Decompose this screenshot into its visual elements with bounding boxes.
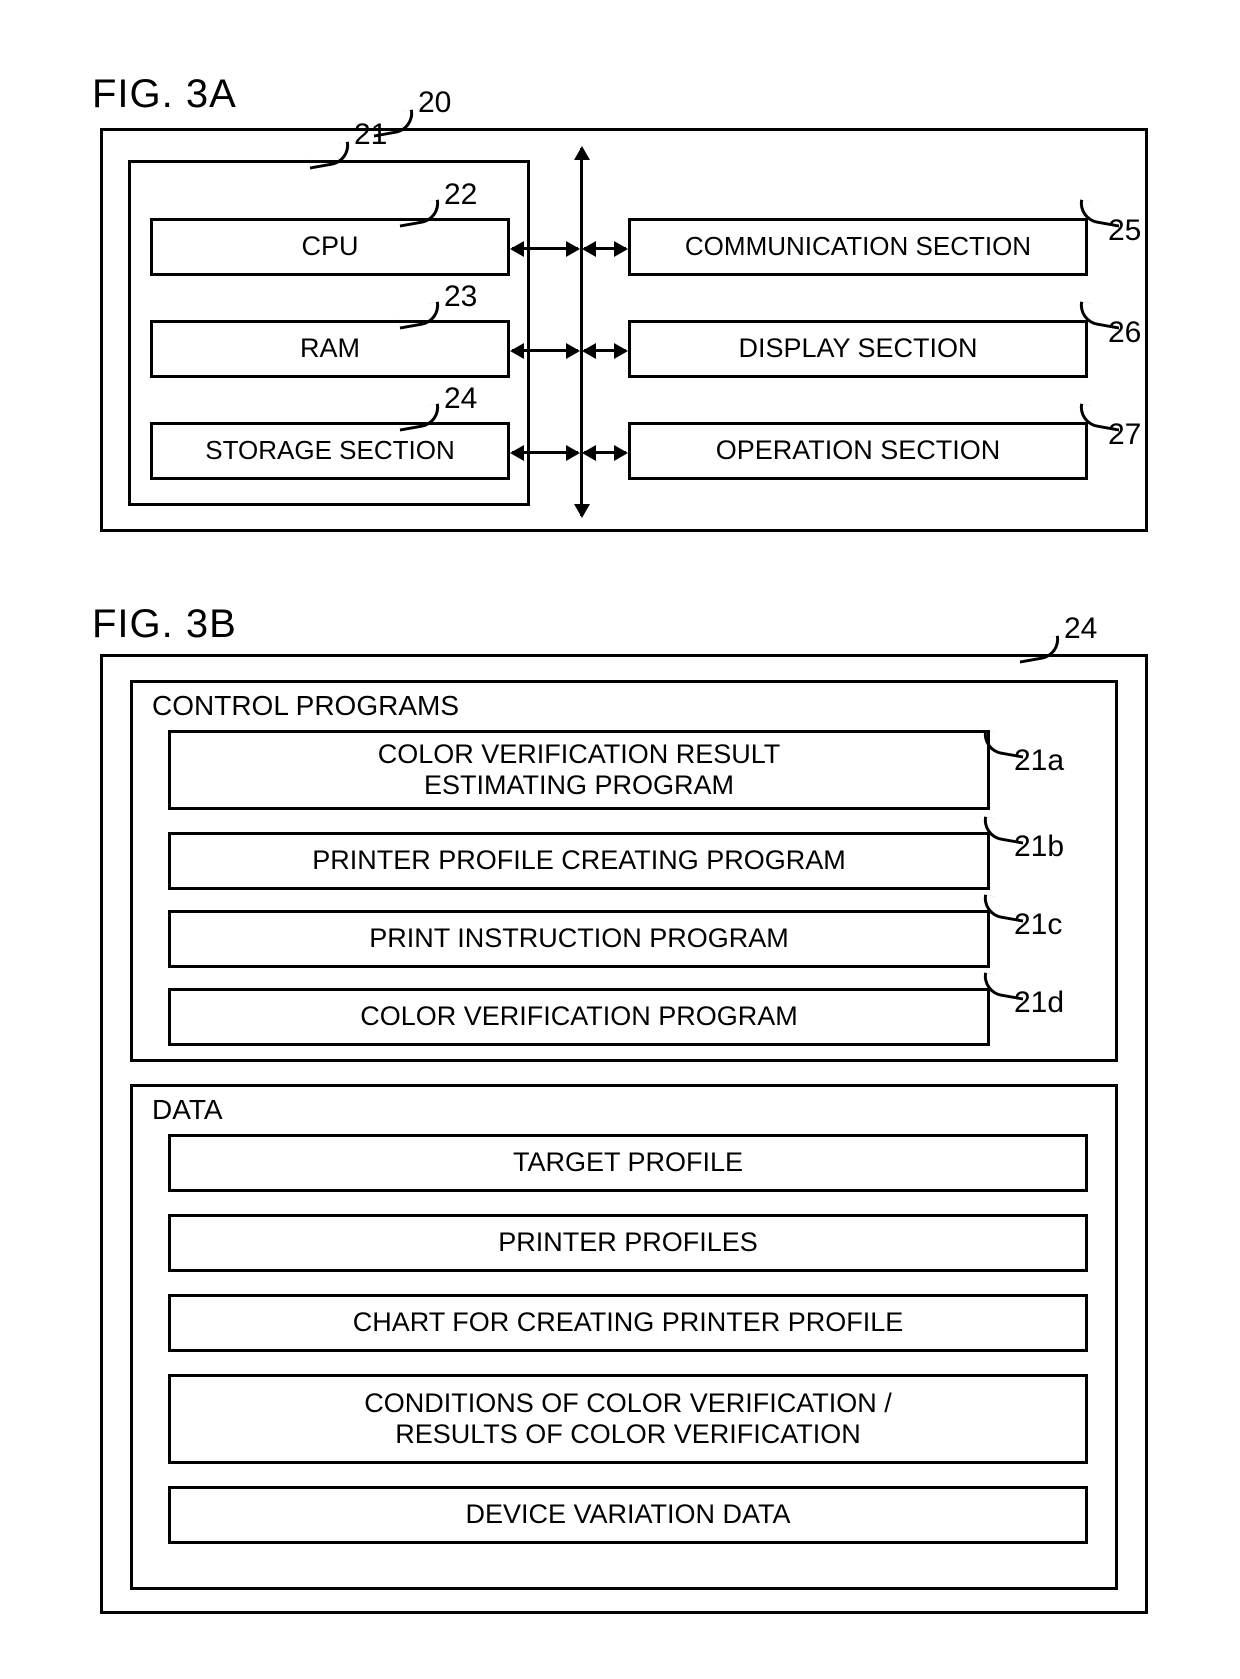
block-ram: RAM [150,320,510,378]
item-21d: COLOR VERIFICATION PROGRAM [168,988,990,1046]
ref-21b: 21b [1014,830,1064,864]
data-item-conditions-label: CONDITIONS OF COLOR VERIFICATION / RESUL… [364,1388,892,1450]
block-storage: STORAGE SECTION [150,422,510,480]
ref-26: 26 [1108,316,1141,350]
ref-20: 20 [418,86,451,120]
data-item-conditions: CONDITIONS OF COLOR VERIFICATION / RESUL… [168,1374,1088,1464]
item-21c: PRINT INSTRUCTION PROGRAM [168,910,990,968]
conn-row2-right [584,349,626,352]
ref-24b: 24 [1064,612,1097,646]
conn-row1-left [512,247,578,250]
item-21a-label: COLOR VERIFICATION RESULT ESTIMATING PRO… [378,739,781,801]
data-item-device-variation-label: DEVICE VARIATION DATA [465,1499,790,1530]
block-display: DISPLAY SECTION [628,320,1088,378]
block-communication: COMMUNICATION SECTION [628,218,1088,276]
ref-21: 21 [354,118,387,152]
ref-21d: 21d [1014,986,1064,1020]
ref-21c: 21c [1014,908,1062,942]
item-21b-label: PRINTER PROFILE CREATING PROGRAM [312,845,846,876]
ref-27: 27 [1108,418,1141,452]
fig-3b-title: FIG. 3B [92,602,237,647]
data-item-target-profile: TARGET PROFILE [168,1134,1088,1192]
ref-22: 22 [444,178,477,212]
data-item-printer-profiles-label: PRINTER PROFILES [498,1227,758,1258]
block-display-label: DISPLAY SECTION [738,333,977,364]
item-21c-label: PRINT INSTRUCTION PROGRAM [369,923,789,954]
ref-21a: 21a [1014,744,1064,778]
ref-24: 24 [444,382,477,416]
data-item-chart: CHART FOR CREATING PRINTER PROFILE [168,1294,1088,1352]
fig-3a-title: FIG. 3A [92,72,237,117]
block-operation: OPERATION SECTION [628,422,1088,480]
conn-row1-right [584,247,626,250]
conn-row2-left [512,349,578,352]
block-cpu: CPU [150,218,510,276]
item-21d-label: COLOR VERIFICATION PROGRAM [360,1001,798,1032]
conn-row3-right [584,451,626,454]
item-21b: PRINTER PROFILE CREATING PROGRAM [168,832,990,890]
item-21a: COLOR VERIFICATION RESULT ESTIMATING PRO… [168,730,990,810]
data-item-device-variation: DEVICE VARIATION DATA [168,1486,1088,1544]
control-programs-title: CONTROL PROGRAMS [152,690,459,722]
block-operation-label: OPERATION SECTION [716,435,1001,466]
data-item-printer-profiles: PRINTER PROFILES [168,1214,1088,1272]
block-storage-label: STORAGE SECTION [205,436,454,466]
ref-23: 23 [444,280,477,314]
data-item-target-profile-label: TARGET PROFILE [513,1147,743,1178]
block-ram-label: RAM [300,333,360,364]
ref-25: 25 [1108,214,1141,248]
data-item-chart-label: CHART FOR CREATING PRINTER PROFILE [353,1307,904,1338]
data-title: DATA [152,1094,223,1126]
conn-row3-left [512,451,578,454]
block-communication-label: COMMUNICATION SECTION [685,232,1031,262]
block-cpu-label: CPU [301,231,358,262]
